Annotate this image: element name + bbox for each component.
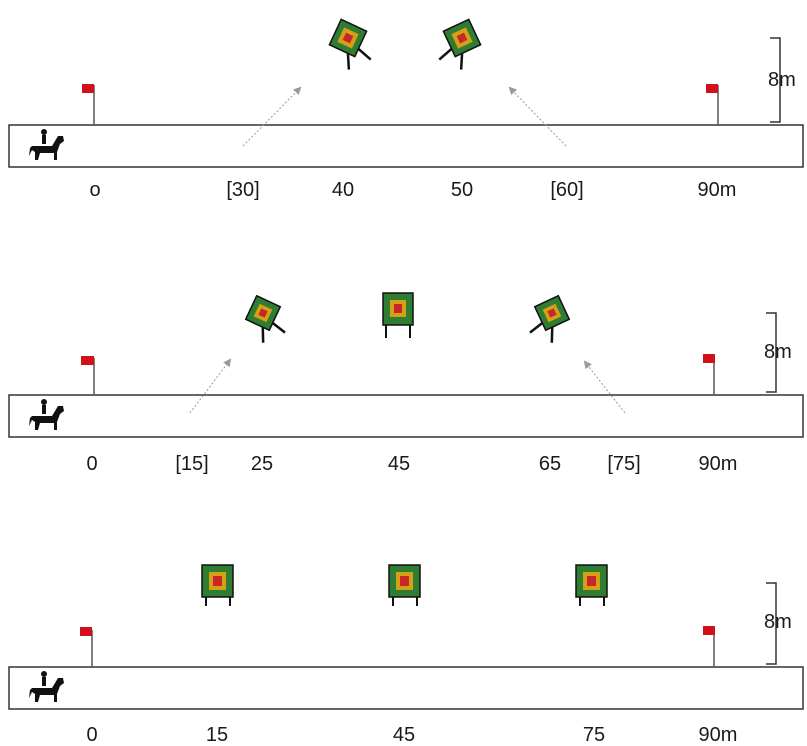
path-arrow — [189, 358, 232, 414]
track — [8, 394, 804, 438]
distance-label: 0 — [86, 724, 97, 746]
distance-label: 90m — [698, 179, 737, 201]
archery-target-icon — [529, 294, 571, 343]
flag-icon — [706, 84, 719, 125]
flag-icon — [82, 84, 95, 125]
archery-target-icon — [438, 18, 482, 70]
track — [8, 666, 804, 710]
archery-target-icon — [575, 564, 608, 606]
distance-label: 15 — [206, 724, 228, 746]
height-label: 8m — [764, 611, 792, 633]
height-marker: 8m — [764, 312, 792, 393]
archery-target-icon — [244, 294, 286, 343]
distance-label: 50 — [451, 179, 473, 201]
distance-label: 25 — [251, 453, 273, 475]
flag-icon — [81, 356, 95, 395]
flag-icon — [703, 354, 715, 395]
path-arrow — [508, 86, 567, 147]
panel-1: 8m o [30] 40 50 [60] 90m — [8, 18, 804, 201]
path-arrow — [583, 360, 626, 414]
distance-label: [75] — [607, 453, 640, 475]
panel-2: 8m 0 [15] 25 45 65 [75] — [8, 292, 804, 475]
distance-label: 75 — [583, 724, 605, 746]
distance-label: 90m — [699, 453, 738, 475]
height-label: 8m — [768, 69, 796, 91]
distance-label: [30] — [226, 179, 259, 201]
flag-icon — [80, 627, 93, 667]
flag-icon — [703, 626, 715, 667]
distance-label: 45 — [393, 724, 415, 746]
distance-label: 90m — [699, 724, 738, 746]
height-marker: 8m — [764, 582, 792, 665]
archery-target-icon — [388, 564, 421, 606]
distance-label: 45 — [388, 453, 410, 475]
distance-label: o — [89, 179, 100, 201]
height-label: 8m — [764, 341, 792, 363]
archery-target-icon — [382, 292, 414, 338]
archery-target-icon — [328, 18, 372, 70]
distance-label: 0 — [86, 453, 97, 475]
distance-label: [60] — [550, 179, 583, 201]
archery-target-icon — [201, 564, 234, 606]
track — [8, 124, 804, 168]
distance-label: 65 — [539, 453, 561, 475]
panel-3: 8m 0 15 45 75 90m — [8, 564, 804, 746]
height-marker: 8m — [768, 37, 796, 123]
distance-label: [15] — [175, 453, 208, 475]
distance-label: 40 — [332, 179, 354, 201]
path-arrow — [242, 86, 302, 147]
